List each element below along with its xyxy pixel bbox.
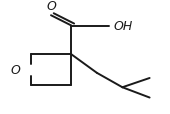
Text: O: O xyxy=(10,64,20,77)
Text: O: O xyxy=(46,0,56,13)
Text: OH: OH xyxy=(114,20,133,33)
